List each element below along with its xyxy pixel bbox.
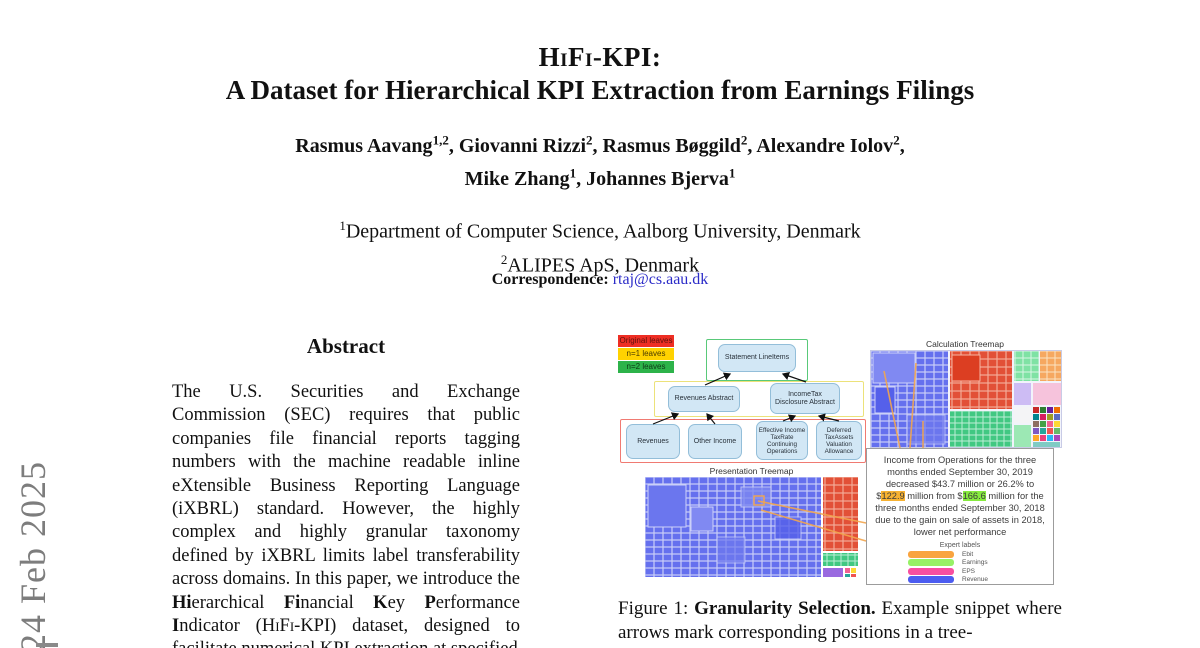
author: Giovanni Rizzi2, — [458, 132, 603, 157]
presentation-treemap-panel: Presentation Treemap — [645, 465, 858, 582]
correspondence-label: Correspondence: — [491, 271, 609, 288]
affiliation-1: 1Department of Computer Science, Aalborg… — [339, 218, 861, 243]
tree-node-leaf-1: Revenues — [626, 424, 680, 459]
highlight-orange: 122.9 — [881, 491, 905, 501]
tree-legend-n2-leaves: n=2 leaves — [618, 361, 674, 373]
calculation-treemap-image — [870, 350, 1062, 448]
affiliations: 1Department of Computer Science, Aalborg… — [0, 212, 1200, 279]
tree-legend-original-leaves: Original leaves — [618, 335, 674, 347]
tree-node-leaf-2: Other Income — [688, 424, 742, 459]
tree-node-mid-1: Revenues Abstract — [668, 386, 740, 412]
author-list: Rasmus Aavang1,2, Giovanni Rizzi2, Rasmu… — [0, 126, 1200, 193]
presentation-treemap-image — [645, 477, 858, 577]
group-box-n1 — [654, 381, 864, 417]
arxiv-date-vertical: 24 Feb 2025 — [13, 461, 53, 648]
snippet-text: Income from Operations for the three mon… — [875, 455, 1045, 537]
abstract-text: The U.S. Securities and Exchange Commiss… — [172, 382, 520, 648]
highlight-green: 166.6 — [962, 491, 986, 501]
legend-swatch-ebit — [908, 550, 954, 558]
tree-node-mid-2: IncomeTax Disclosure Abstract — [770, 383, 840, 414]
tree-node-root: Statement LineItems — [718, 344, 796, 372]
group-box-n2 — [706, 339, 808, 381]
legend-swatch-revenue — [908, 576, 954, 583]
author: Johannes Bjerva1 — [586, 165, 736, 191]
tree-node-leaf-3: Effective Income TaxRate Continuing Oper… — [756, 421, 808, 460]
legend-row-eps: EPS — [908, 567, 1012, 575]
legend-swatch-eps — [908, 567, 954, 575]
correspondence-line: Correspondence: rtaj@cs.aau.dk — [0, 271, 1200, 289]
arxiv-text-fragment — [36, 643, 58, 647]
author: Mike Zhang1, — [464, 165, 587, 191]
calculation-treemap-title: Calculation Treemap — [926, 339, 1004, 349]
abstract-heading: Abstract — [306, 334, 386, 358]
author: Alexandre Iolov2, — [756, 132, 905, 157]
taxonomy-tree-diagram: Original leaves n=1 leaves n=2 leaves St… — [618, 333, 866, 463]
correspondence-email-link[interactable]: rtaj@cs.aau.dk — [612, 271, 709, 288]
abstract-section: Abstract The U.S. Securities and Exchang… — [172, 334, 520, 648]
figure-1: Original leaves n=1 leaves n=2 leaves St… — [618, 333, 1062, 591]
legend-swatch-earnings — [908, 559, 954, 566]
tree-legend-n1-leaves: n=1 leaves — [618, 348, 674, 360]
legend-row-earnings: Earnings — [908, 559, 1012, 566]
group-box-original — [620, 419, 866, 463]
legend-row-ebit: Ebit — [908, 550, 1012, 558]
snippet-text-box: Income from Operations for the three mon… — [866, 448, 1054, 585]
legend-row-revenue: Revenue — [908, 576, 1012, 583]
paper-title-acronym: HiFi-KPI: — [538, 42, 662, 72]
paper-title-subtitle: A Dataset for Hierarchical KPI Extractio… — [225, 75, 975, 105]
affiliation-2: 2ALIPES ApS, Denmark — [500, 251, 700, 277]
tree-node-leaf-4: Deferred TaxAssets Valuation Allowance — [816, 421, 862, 460]
figure-caption: Figure 1: Granularity Selection. Example… — [618, 598, 1062, 643]
expert-labels-title: Expert labels — [939, 542, 981, 549]
author: Rasmus Aavang1,2, — [295, 132, 459, 157]
expert-labels-legend: Expert labels Ebit Earnings EPS Revenue — [871, 542, 1049, 583]
author: Rasmus Bøggild2, — [602, 132, 757, 157]
calculation-treemap-panel: Calculation Treemap — [868, 338, 1062, 453]
presentation-treemap-title: Presentation Treemap — [709, 466, 794, 476]
title-block: HiFi-KPI: A Dataset for Hierarchical KPI… — [0, 42, 1200, 106]
